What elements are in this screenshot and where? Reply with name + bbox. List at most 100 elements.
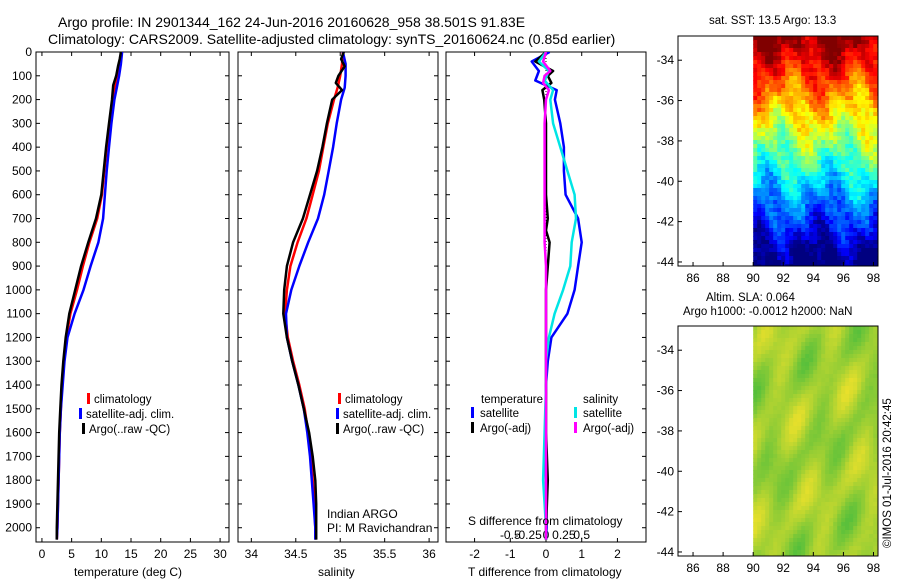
y-tick-label: 1200	[5, 330, 32, 344]
difference-xlabel-top: S difference from climatology	[468, 514, 623, 528]
series-line-argo-raw-qc-	[282, 52, 346, 540]
map-x-tick-label: 88	[716, 561, 730, 575]
legend-swatch-climatology	[338, 393, 341, 404]
x-tick-label: 34	[245, 547, 259, 561]
map-frame	[677, 35, 879, 267]
map-x-tick-label: 92	[777, 561, 791, 575]
sst-map-panel: -34 -36 -38 -40 -42 -44 86 88 90 92 94 96 98	[657, 35, 881, 285]
y-tick-label: 0	[25, 45, 32, 59]
s-x-tick-label: -0.5	[500, 528, 521, 542]
series-line-satellite-adj-clim-	[55, 52, 124, 540]
y-tick-label: 1500	[5, 402, 32, 416]
y-tick-label: 600	[12, 188, 32, 202]
map-y-tick-label: -40	[657, 464, 675, 478]
map-x-tick-label: 86	[686, 561, 700, 575]
legend-swatch-satellite	[336, 408, 339, 419]
salinity-panel: 34 34.5 35 35.5 36	[237, 51, 439, 561]
series-line-s-satellite	[537, 52, 578, 540]
legend-title-salinity: salinity	[583, 394, 618, 406]
header-line2: Climatology: CARS2009. Satellite-adjuste…	[48, 31, 615, 47]
y-tick-label: 100	[12, 69, 32, 83]
x-tick-label: 0	[543, 547, 550, 561]
sla-map-panel: -34 -36 -38 -40 -42 -44 86 88 90 92 94 96 98	[657, 325, 881, 575]
s-x-tick-label: -0.25	[514, 528, 542, 542]
x-tick-label: 35	[334, 547, 348, 561]
y-tick-label: 2000	[5, 521, 32, 535]
map-x-tick-label: 92	[777, 271, 791, 285]
map-x-tick-label: 94	[807, 271, 821, 285]
legend-swatch-climatology	[87, 393, 90, 404]
map-y-tick-label: -34	[657, 53, 675, 67]
temperature-legend: climatology satellite-adj. clim. Argo(..…	[79, 393, 174, 436]
legend-swatch-s-argo	[574, 422, 577, 433]
series-line-satellite-adj-clim-	[284, 52, 347, 540]
y-tick-label: 500	[12, 164, 32, 178]
x-tick-label: 35.5	[373, 547, 397, 561]
y-tick-label: 1900	[5, 497, 32, 511]
legend-label-climatology: climatology	[94, 394, 152, 406]
y-tick-label: 1100	[6, 307, 32, 321]
map-x-tick-label: 88	[716, 271, 730, 285]
legend-title-temperature: temperature	[481, 394, 543, 406]
map-frame	[677, 325, 879, 557]
map-x-tick-label: 96	[837, 271, 851, 285]
legend-label-s-satellite: satellite	[583, 408, 622, 420]
x-tick-label: -2	[469, 547, 480, 561]
map-x-tick-label: 90	[747, 561, 761, 575]
x-tick-label: 36	[422, 547, 436, 561]
legend-swatch-satellite	[79, 408, 82, 419]
map-x-tick-label: 98	[867, 271, 881, 285]
legend-swatch-argo	[82, 423, 85, 434]
y-tick-label: 700	[12, 212, 32, 226]
legend-label-t-argo: Argo(-adj)	[480, 423, 531, 435]
sst-map-title: sat. SST: 13.5 Argo: 13.3	[709, 15, 836, 27]
map-x-tick-label: 96	[837, 561, 851, 575]
series-line-t-satellite	[530, 52, 583, 540]
map-y-tick-label: -44	[657, 255, 675, 269]
legend-label-satellite: satellite-adj. clim.	[343, 409, 431, 421]
x-tick-label: 1	[578, 547, 585, 561]
s-x-tick-label: 0.25	[552, 528, 576, 542]
temperature-panel: 0100200300400500600700800900100011001200…	[5, 45, 230, 561]
axes-frame	[237, 51, 439, 543]
y-tick-label: 1300	[5, 354, 32, 368]
map-cells	[753, 36, 878, 266]
y-tick-label: 200	[12, 93, 32, 107]
axes-frame	[35, 51, 230, 543]
y-tick-label: 900	[12, 259, 32, 273]
map-y-tick-label: -44	[657, 545, 675, 559]
difference-legend: temperature salinity satellite Argo(-adj…	[471, 394, 634, 435]
map-y-tick-label: -42	[657, 215, 675, 229]
map-y-tick-label: -36	[657, 384, 675, 398]
x-tick-label: 0	[39, 547, 46, 561]
salinity-annotation-2: PI: M Ravichandran	[327, 521, 432, 535]
x-tick-label: 2	[614, 547, 621, 561]
x-tick-label: 25	[184, 547, 198, 561]
x-tick-label: -1	[505, 547, 516, 561]
legend-label-climatology: climatology	[345, 394, 403, 406]
difference-xlabel: T difference from climatology	[468, 565, 622, 579]
map-y-tick-label: -40	[657, 174, 675, 188]
y-tick-label: 1600	[5, 426, 32, 440]
map-y-tick-label: -42	[657, 505, 675, 519]
map-y-tick-label: -38	[657, 134, 675, 148]
map-x-tick-label: 90	[747, 271, 761, 285]
y-tick-label: 1400	[5, 378, 32, 392]
header-line1: Argo profile: IN 2901344_162 24-Jun-2016…	[58, 14, 525, 30]
y-tick-label: 1000	[5, 283, 32, 297]
legend-swatch-t-argo	[471, 422, 474, 433]
legend-swatch-t-satellite	[471, 407, 474, 418]
map-x-tick-label: 98	[867, 561, 881, 575]
salinity-legend: climatology satellite-adj. clim. Argo(..…	[336, 393, 431, 436]
legend-label-argo: Argo(..raw -QC)	[343, 424, 424, 436]
y-tick-label: 1700	[5, 449, 32, 463]
map-y-tick-label: -36	[657, 94, 675, 108]
series-line-argo-raw-qc-	[55, 52, 123, 540]
x-tick-label: 30	[213, 547, 227, 561]
legend-label-argo: Argo(..raw -QC)	[89, 424, 170, 436]
salinity-annotation-1: Indian ARGO	[327, 507, 398, 521]
legend-label-satellite: satellite-adj. clim.	[86, 409, 174, 421]
y-tick-label: 1800	[5, 473, 32, 487]
x-tick-label: 15	[124, 547, 138, 561]
